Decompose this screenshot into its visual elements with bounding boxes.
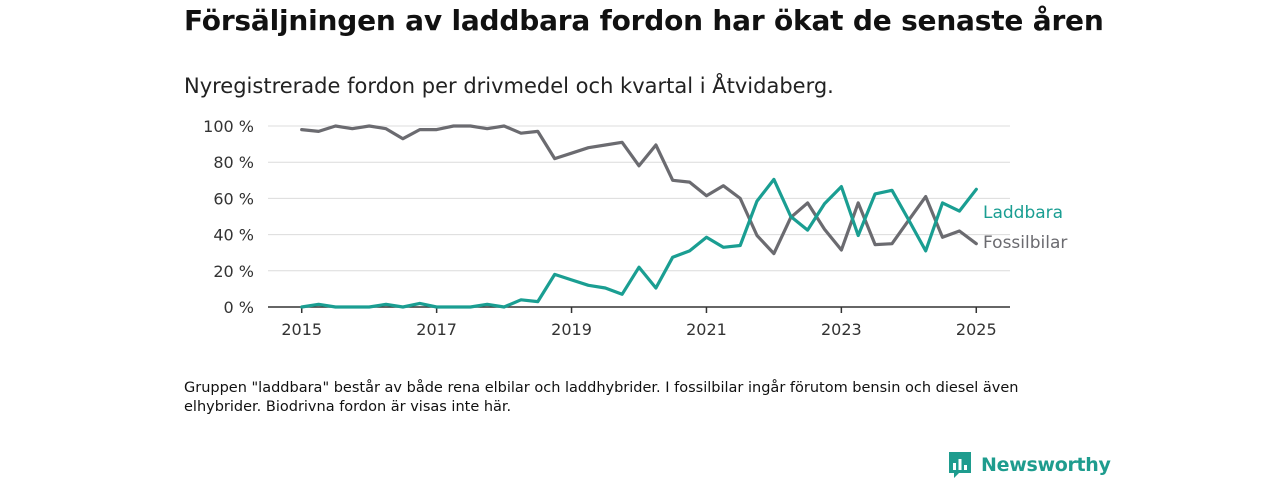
x-tick-label: 2019: [551, 320, 592, 339]
series-labels: Laddbara Fossilbilar: [983, 203, 1067, 253]
x-tick-label: 2021: [686, 320, 727, 339]
brand-name: Newsworthy: [981, 454, 1111, 476]
series-line-fossilbilar: [300, 124, 978, 256]
series-line-laddbara: [300, 177, 978, 309]
series-lines: [300, 124, 978, 309]
y-tick-label: 0 %: [224, 298, 254, 317]
brand-logo[interactable]: Newsworthy: [947, 450, 1111, 480]
x-tick-label: 2017: [416, 320, 457, 339]
chart-subtitle: Nyregistrerade fordon per drivmedel och …: [184, 74, 834, 98]
series-label-laddbara: Laddbara: [983, 203, 1063, 223]
y-tick-label: 60 %: [213, 189, 254, 208]
y-tick-label: 40 %: [213, 226, 254, 245]
chart-title: Försäljningen av laddbara fordon har öka…: [184, 4, 1104, 37]
footnote: Gruppen "laddbara" består av både rena e…: [184, 380, 1019, 415]
y-tick-label: 80 %: [213, 153, 254, 172]
x-tick-label: 2015: [281, 320, 322, 339]
line-chart: 0 % 20 % 40 % 60 % 80 % 100 % 2015 2017 2019 202…: [203, 117, 1067, 339]
grid-lines: [268, 125, 1010, 272]
x-axis: 2015 2017 2019 2021 2023 2025: [268, 306, 1010, 339]
y-axis-ticks: 0 % 20 % 40 % 60 % 80 % 100 %: [203, 117, 254, 317]
y-tick-label: 20 %: [213, 262, 254, 281]
newsworthy-logo-icon: [949, 452, 971, 478]
x-tick-label: 2025: [956, 320, 997, 339]
x-tick-label: 2023: [821, 320, 862, 339]
y-tick-label: 100 %: [203, 117, 254, 136]
series-label-fossilbilar: Fossilbilar: [983, 233, 1067, 253]
